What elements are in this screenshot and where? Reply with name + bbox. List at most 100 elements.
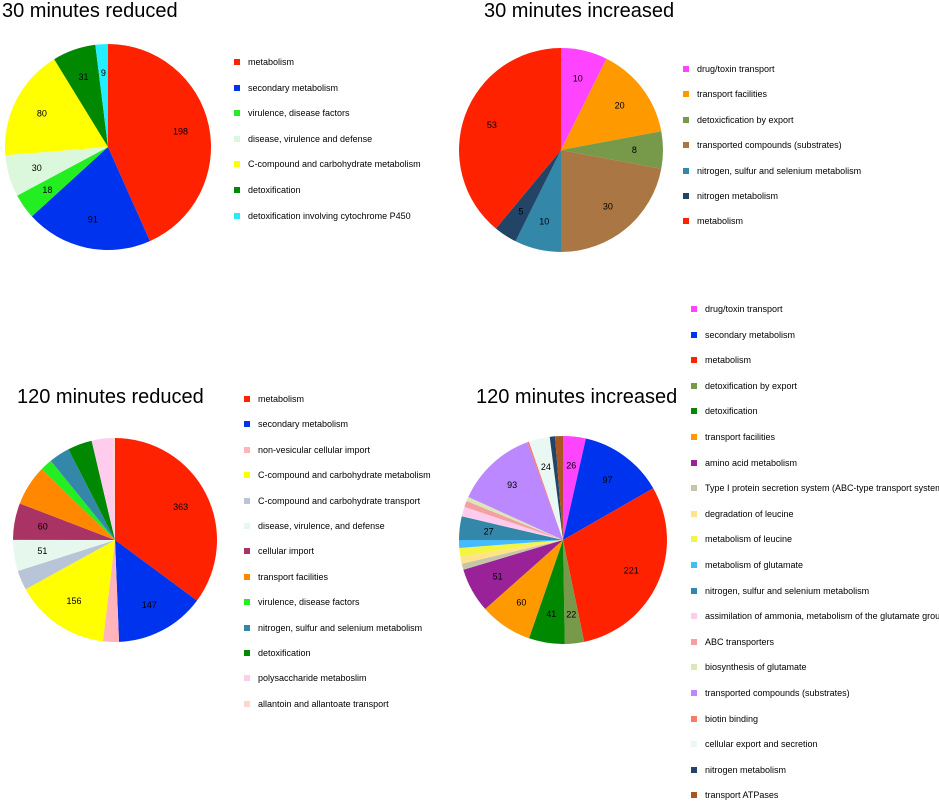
pie-slice-drug-toxin-transport xyxy=(561,48,607,150)
pie-slice-virulence-disease-factors xyxy=(17,147,108,217)
legend-label: detoxification xyxy=(705,406,758,417)
legend-label: virulence, disease factors xyxy=(258,597,360,608)
legend-swatch xyxy=(683,142,689,149)
pie-slice-degradation-of-leucine xyxy=(460,540,563,564)
legend-swatch xyxy=(234,187,240,193)
pie-data-label: 8 xyxy=(632,145,637,155)
legend-swatch xyxy=(234,161,240,168)
pie-slice-secondary-metabolism xyxy=(563,438,654,540)
pie-data-label: 41 xyxy=(546,609,556,619)
pie-slice-biotin-binding xyxy=(527,441,563,540)
pie-slice-metabolism xyxy=(108,44,212,242)
legend-label: secondary metabolism xyxy=(705,329,796,340)
pie-slice-metabolism xyxy=(563,488,667,642)
pie-data-label: 20 xyxy=(615,101,625,111)
legend-swatch xyxy=(244,700,250,707)
pie-data-label: 51 xyxy=(37,546,47,556)
pie-slice-transported-compounds-substrates xyxy=(561,150,662,252)
pie-slice-virulence-disease-factors xyxy=(41,460,116,540)
pie-data-label: 91 xyxy=(88,215,98,225)
pie-data-label: 30 xyxy=(32,163,42,173)
legend-swatch xyxy=(691,510,697,517)
pie-data-label: 221 xyxy=(624,566,639,576)
pie-slice-transported-compounds-substrates xyxy=(468,442,563,540)
pie-slice-metabolism-of-leucine xyxy=(459,540,563,557)
legend-swatch xyxy=(683,218,689,225)
pie-data-label: 26 xyxy=(566,461,576,471)
pie-slice-nitrogen-metabolism xyxy=(549,436,563,540)
pie-slice-cellular-import xyxy=(13,503,115,540)
pie-slice-disease-virulence-and-defense xyxy=(12,539,115,571)
pie-slice-metabolism xyxy=(459,48,561,229)
legend-label: secondary metabolism xyxy=(258,419,349,430)
pie-slice-transport-facilities xyxy=(19,469,115,540)
pie-data-label: 51 xyxy=(493,571,503,581)
legend-label: detoxicfication by export xyxy=(697,114,794,125)
legend-swatch xyxy=(691,638,697,645)
legend-swatch xyxy=(691,690,697,696)
pie-slice-transport-atpases xyxy=(555,436,563,540)
legend-swatch xyxy=(691,562,697,568)
legend-swatch xyxy=(683,66,689,72)
pie-slice-c-compound-and-carbohydrate-metabolism xyxy=(4,59,109,156)
legend-swatch xyxy=(691,587,697,594)
legend-label: detoxification involving cytochrome P450 xyxy=(248,210,411,221)
legend-label: biosynthesis of glutamate xyxy=(705,662,807,673)
pie-slice-detoxification-involving-cytochrome-p450 xyxy=(95,44,108,147)
pie-data-label: 27 xyxy=(484,526,494,536)
pie-slice-nitrogen-sulfur-and-selenium-metabolism xyxy=(50,449,115,540)
pie-slice-disease-virulence-and-defense xyxy=(5,147,109,196)
legend-swatch xyxy=(691,536,697,543)
chart-title-30-increased: 30 minutes increased xyxy=(484,0,675,22)
legend-swatch xyxy=(691,792,697,799)
legend-label: C-compound and carbohydrate metabolism xyxy=(258,470,431,481)
legend-swatch xyxy=(683,91,689,98)
legend-label: transported compounds (substrates) xyxy=(697,140,842,151)
pie-data-label: 60 xyxy=(516,597,526,607)
legend-label: metabolism xyxy=(248,57,295,67)
legend-label: degradation of leucine xyxy=(705,508,794,519)
pie-data-label: 80 xyxy=(37,108,47,118)
pie-slice-transport-facilities xyxy=(485,540,563,639)
legend-label: detoxification by export xyxy=(705,380,798,391)
pie-slice-amino-acid-metabolism xyxy=(463,540,563,610)
legend-label: allantoin and allantoate transport xyxy=(258,698,389,709)
pie-data-label: 18 xyxy=(42,185,52,195)
legend-label: transport facilities xyxy=(697,89,768,100)
legend-label: detoxification xyxy=(248,185,301,195)
legend-swatch xyxy=(691,485,697,492)
pie-slice-allantoin-and-allantoate-transport xyxy=(112,438,115,540)
legend-label: metabolism of glutamate xyxy=(705,560,804,570)
legend-swatch xyxy=(691,459,697,466)
pie-data-label: 9 xyxy=(101,68,106,78)
legend-swatch xyxy=(244,421,250,428)
legend-swatch xyxy=(244,523,250,529)
pie-2: 363 147 156 51 60 xyxy=(12,438,218,642)
legend-label: metabolism of leucine xyxy=(705,534,793,545)
pie-slice-polysaccharide-metaboslim xyxy=(91,438,115,540)
pie-slice-transport-facilities xyxy=(561,58,662,150)
legend-swatch xyxy=(244,396,250,402)
legend-swatch xyxy=(244,472,250,479)
legend-label: virulence, disease factors xyxy=(248,108,350,119)
legend-label: metabolism xyxy=(697,216,744,227)
pie-slice-detoxification-by-export xyxy=(563,540,585,644)
pie-slice-detoxicfication-by-export xyxy=(561,131,663,169)
legend-label: drug/toxin transport xyxy=(697,64,775,74)
pie-slice-drug-toxin-transport xyxy=(563,436,586,540)
legend-swatch xyxy=(244,675,250,682)
legend-label: detoxification xyxy=(258,648,311,658)
legend-swatch xyxy=(683,116,689,123)
pie-slice-nitrogen-metabolism xyxy=(495,150,561,242)
legend-label: metabolism xyxy=(258,394,305,404)
legend-swatch xyxy=(234,212,240,219)
pie-data-label: 147 xyxy=(142,600,157,610)
pie-data-label: 24 xyxy=(541,462,551,472)
pie-data-label: 363 xyxy=(173,502,188,512)
chart-title-120-increased: 120 minutes increased xyxy=(476,386,678,408)
legend-swatch xyxy=(691,382,697,389)
pie-data-label: 22 xyxy=(566,609,576,619)
legend-label: non-vesicular cellular import xyxy=(258,444,371,455)
legend-swatch xyxy=(691,408,697,415)
legend-label: transport facilities xyxy=(705,432,776,442)
